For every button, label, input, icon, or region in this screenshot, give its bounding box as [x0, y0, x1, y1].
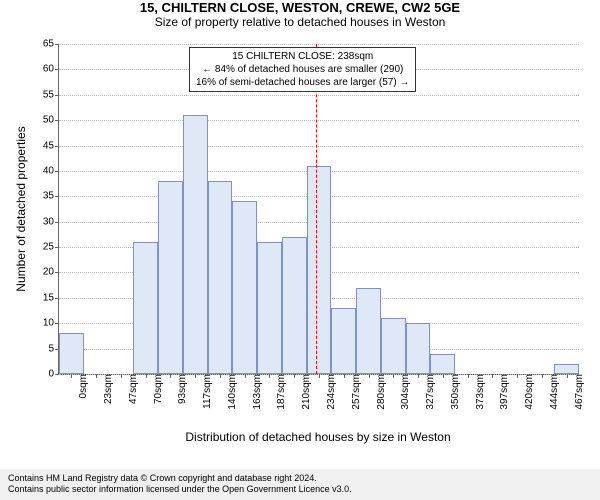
xtick-mark	[492, 374, 493, 378]
histogram-bar	[158, 181, 183, 374]
ytick-label: 0	[48, 369, 59, 380]
xtick-label: 163sqm	[248, 374, 263, 410]
plot-area: 051015202530354045505560650sqm23sqm47sqm…	[58, 44, 579, 375]
xtick-label: 257sqm	[347, 374, 362, 410]
xtick-mark	[319, 374, 320, 378]
gridline	[59, 95, 579, 96]
gridline	[59, 146, 579, 147]
xtick-mark	[220, 374, 221, 378]
xtick-mark	[418, 374, 419, 378]
ytick-label: 15	[43, 292, 59, 303]
reference-line	[316, 44, 317, 374]
footer-line-2: Contains public sector information licen…	[8, 484, 592, 496]
xtick-label: 327sqm	[421, 374, 436, 410]
annotation-line: 16% of semi-detached houses are larger (…	[196, 76, 409, 89]
histogram-bar	[381, 318, 406, 374]
xtick-mark	[195, 374, 196, 378]
xtick-mark	[468, 374, 469, 378]
xtick-label: 420sqm	[520, 374, 535, 410]
xtick-mark	[269, 374, 270, 378]
ytick-label: 30	[43, 216, 59, 227]
histogram-bar	[208, 181, 233, 374]
xtick-label: 140sqm	[223, 374, 238, 410]
xtick-mark	[443, 374, 444, 378]
xtick-label: 234sqm	[322, 374, 337, 410]
footer: Contains HM Land Registry data © Crown c…	[0, 469, 600, 500]
xtick-mark	[245, 374, 246, 378]
ytick-label: 10	[43, 318, 59, 329]
xtick-mark	[121, 374, 122, 378]
xtick-label: 210sqm	[297, 374, 312, 410]
histogram-bar	[356, 288, 381, 374]
ytick-label: 20	[43, 267, 59, 278]
annotation-line: 15 CHILTERN CLOSE: 238sqm	[196, 50, 409, 63]
xtick-mark	[517, 374, 518, 378]
chart-container: 15, CHILTERN CLOSE, WESTON, CREWE, CW2 5…	[0, 0, 600, 500]
histogram-bar	[183, 115, 208, 374]
xtick-mark	[146, 374, 147, 378]
xtick-mark	[369, 374, 370, 378]
histogram-bar	[59, 333, 84, 374]
ytick-label: 65	[43, 39, 59, 50]
gridline	[59, 120, 579, 121]
histogram-bar	[133, 242, 158, 374]
x-axis-label: Distribution of detached houses by size …	[58, 430, 578, 444]
histogram-bar	[406, 323, 431, 374]
gridline	[59, 44, 579, 45]
histogram-bar	[232, 201, 257, 374]
ytick-label: 45	[43, 140, 59, 151]
xtick-mark	[170, 374, 171, 378]
footer-line-1: Contains HM Land Registry data © Crown c…	[8, 473, 592, 485]
y-axis-label: Number of detached properties	[14, 44, 28, 374]
histogram-bar	[554, 364, 579, 374]
xtick-label: 350sqm	[446, 374, 461, 410]
xtick-label: 23sqm	[99, 374, 114, 404]
ytick-label: 35	[43, 191, 59, 202]
xtick-mark	[393, 374, 394, 378]
histogram-bar	[282, 237, 307, 374]
ytick-label: 40	[43, 165, 59, 176]
xtick-label: 304sqm	[396, 374, 411, 410]
histogram-bar	[257, 242, 282, 374]
chart-subtitle: Size of property relative to detached ho…	[0, 15, 600, 29]
chart-title: 15, CHILTERN CLOSE, WESTON, CREWE, CW2 5…	[0, 0, 600, 15]
xtick-label: 70sqm	[149, 374, 164, 404]
ytick-label: 55	[43, 89, 59, 100]
xtick-mark	[96, 374, 97, 378]
xtick-label: 280sqm	[372, 374, 387, 410]
annotation-box: 15 CHILTERN CLOSE: 238sqm← 84% of detach…	[189, 47, 416, 92]
ytick-label: 60	[43, 64, 59, 75]
ytick-label: 5	[48, 343, 59, 354]
xtick-label: 0sqm	[74, 374, 89, 398]
xtick-label: 397sqm	[495, 374, 510, 410]
ytick-label: 50	[43, 115, 59, 126]
histogram-bar	[430, 354, 455, 374]
histogram-bar	[307, 166, 332, 374]
histogram-bar	[331, 308, 356, 374]
xtick-mark	[542, 374, 543, 378]
xtick-mark	[71, 374, 72, 378]
xtick-label: 467sqm	[570, 374, 585, 410]
annotation-line: ← 84% of detached houses are smaller (29…	[196, 63, 409, 76]
xtick-label: 187sqm	[272, 374, 287, 410]
xtick-mark	[567, 374, 568, 378]
xtick-label: 373sqm	[471, 374, 486, 410]
xtick-mark	[344, 374, 345, 378]
xtick-label: 93sqm	[173, 374, 188, 404]
xtick-label: 444sqm	[545, 374, 560, 410]
xtick-mark	[294, 374, 295, 378]
xtick-label: 117sqm	[198, 374, 213, 409]
ytick-label: 25	[43, 242, 59, 253]
xtick-label: 47sqm	[124, 374, 139, 404]
